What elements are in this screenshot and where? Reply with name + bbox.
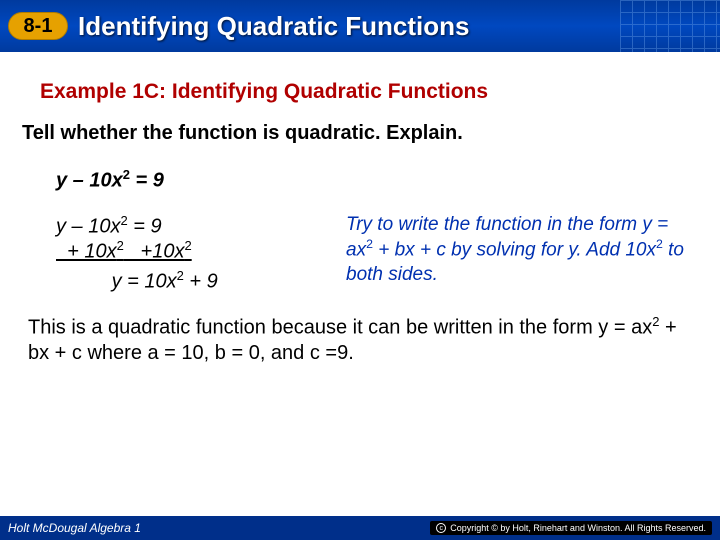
chapter-badge: 8-1	[8, 12, 68, 40]
footer-book-title: Holt McDougal Algebra 1	[8, 521, 141, 535]
header-title: Identifying Quadratic Functions	[78, 11, 469, 42]
work-line-3: y = 10x2 + 9	[56, 268, 316, 294]
chapter-number: 8-1	[24, 15, 53, 38]
footer-bar: Holt McDougal Algebra 1 c Copyright © by…	[0, 516, 720, 540]
problem-equation: y – 10x2 = 9	[56, 167, 698, 193]
copyright-text: Copyright © by Holt, Rinehart and Winsto…	[450, 523, 706, 533]
work-explanation: Try to write the function in the form y …	[316, 213, 698, 294]
work-line-1: y – 10x2 = 9	[56, 213, 316, 239]
work-steps: y – 10x2 = 9 + 10x2 +10x2 y = 10x2 + 9	[56, 213, 316, 294]
footer-copyright: c Copyright © by Holt, Rinehart and Wins…	[430, 521, 712, 535]
instruction-text: Tell whether the function is quadratic. …	[22, 122, 698, 145]
example-title: Example 1C: Identifying Quadratic Functi…	[40, 80, 698, 104]
work-line-2: + 10x2 +10x2	[56, 238, 316, 264]
header-grid-decoration	[620, 0, 720, 52]
copyright-icon: c	[436, 523, 446, 533]
header-bar: 8-1 Identifying Quadratic Functions	[0, 0, 720, 52]
conclusion-text: This is a quadratic function because it …	[28, 314, 692, 367]
slide-content: Example 1C: Identifying Quadratic Functi…	[0, 52, 720, 366]
work-row: y – 10x2 = 9 + 10x2 +10x2 y = 10x2 + 9 T…	[56, 213, 698, 294]
